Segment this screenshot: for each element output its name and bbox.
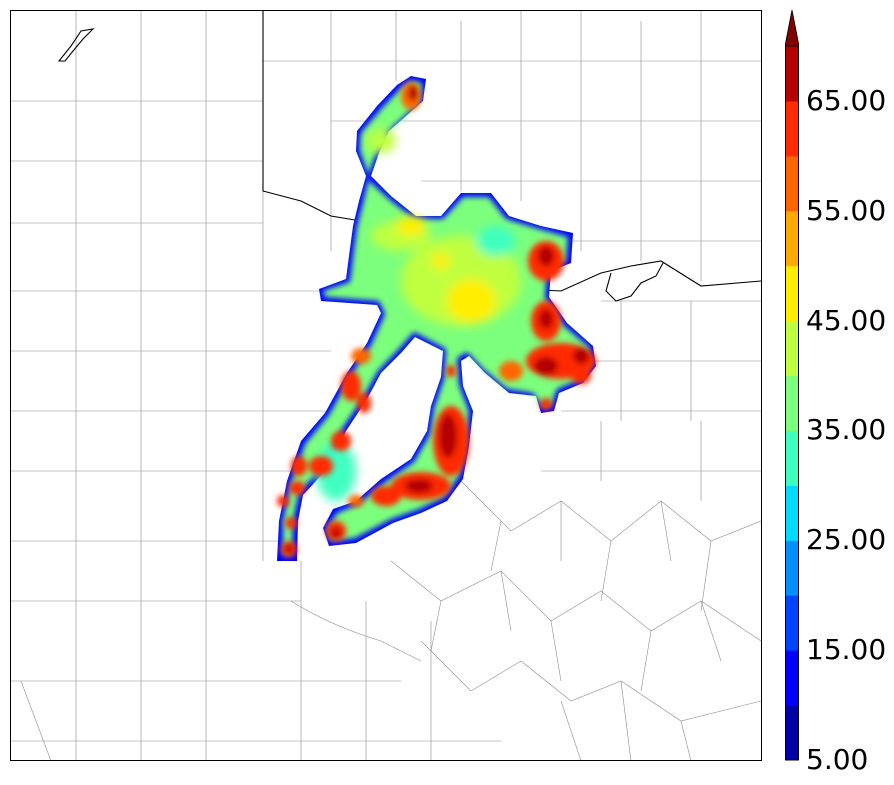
echo-moderate	[431, 253, 451, 269]
colorbar-segment	[785, 705, 799, 761]
colorbar-segment	[785, 320, 799, 377]
colorbar-segment	[785, 485, 799, 541]
storm-cell	[573, 348, 589, 364]
colorbar-segment	[785, 46, 799, 102]
colorbar-segment	[785, 650, 799, 706]
colorbar-tick	[785, 760, 805, 761]
colorbar-segment	[785, 430, 799, 486]
echo-moderate	[396, 216, 426, 236]
colorbar-tick-label: 35.00	[806, 413, 887, 447]
storm-cell	[277, 495, 289, 507]
colorbar-tick-label: 15.00	[806, 633, 887, 667]
colorbar-segment	[785, 265, 799, 322]
colorbar-segment	[785, 210, 799, 267]
storm-cell	[309, 456, 333, 476]
colorbar-extend-arrow	[785, 10, 799, 47]
colorbar-tick	[785, 101, 805, 102]
echo-weak	[476, 226, 516, 256]
colorbar-segment	[785, 375, 799, 431]
colorbar-tick	[785, 321, 805, 322]
map-canvas	[11, 11, 761, 760]
storm-cell	[538, 246, 554, 266]
storm-cell	[499, 361, 523, 381]
colorbar-tick	[785, 430, 805, 431]
echo-moderate	[446, 279, 496, 323]
reflectivity-field	[277, 76, 596, 561]
echo-moderate	[366, 129, 396, 153]
colorbar-tick-label: 25.00	[806, 523, 887, 557]
storm-cell	[331, 431, 351, 451]
colorbar-segment	[785, 540, 799, 596]
intense-cells	[277, 82, 596, 557]
colorbar-tick-label: 55.00	[806, 193, 887, 227]
storm-cell	[341, 371, 361, 401]
storm-cell	[571, 368, 591, 384]
colorbar-segment	[785, 100, 799, 157]
echo-weak	[316, 441, 356, 501]
storm-cell	[405, 479, 433, 493]
colorbar-tick	[785, 211, 805, 212]
storm-cell	[539, 309, 553, 329]
storm-cell	[285, 545, 293, 553]
colorbar-tick-label: 45.00	[806, 303, 887, 337]
storm-cell	[331, 528, 341, 538]
colorbar-segment	[785, 595, 799, 651]
storm-cell	[291, 456, 307, 476]
colorbar-tick	[785, 540, 805, 541]
colorbar-tick-label: 5.00	[806, 743, 869, 776]
storm-cell	[534, 357, 558, 375]
storm-cell	[348, 495, 364, 507]
radar-reflectivity-map	[10, 10, 762, 761]
storm-cell	[351, 348, 371, 364]
colorbar-tick	[785, 650, 805, 651]
storm-cell	[285, 517, 297, 529]
county-boundaries	[11, 11, 761, 760]
colorbar	[785, 10, 799, 761]
colorbar-segment	[785, 155, 799, 212]
storm-cell	[371, 486, 401, 506]
storm-cell	[446, 365, 456, 377]
storm-cell	[357, 393, 371, 413]
storm-cell	[540, 398, 552, 410]
colorbar-tick-label: 65.00	[806, 83, 887, 117]
storm-cell	[289, 481, 305, 495]
storm-cell	[408, 85, 418, 101]
storm-cell	[439, 414, 457, 458]
